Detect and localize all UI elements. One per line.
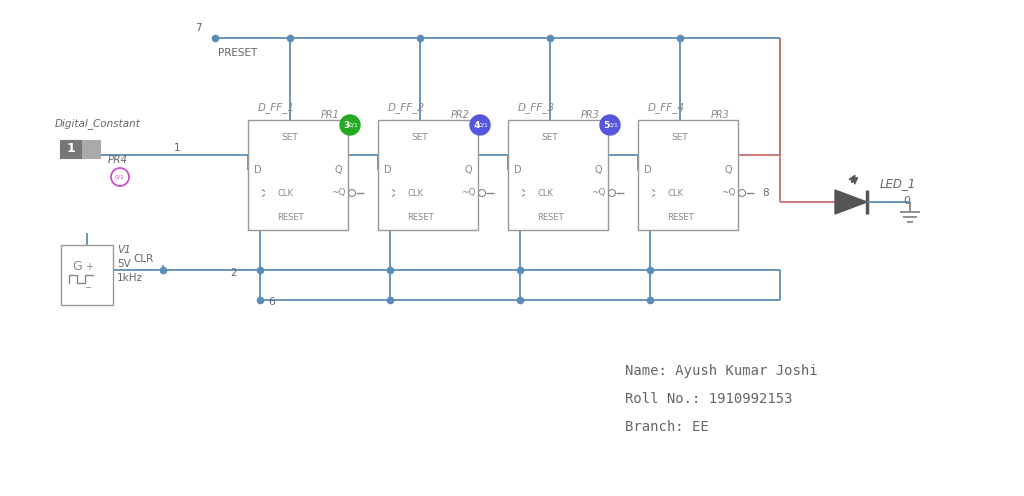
Text: D_FF_1: D_FF_1 <box>257 103 295 114</box>
Text: 5V: 5V <box>117 259 131 269</box>
Text: 6: 6 <box>268 297 274 307</box>
Text: Branch: EE: Branch: EE <box>625 420 709 434</box>
Text: 7: 7 <box>195 23 202 33</box>
Text: CLR: CLR <box>133 254 154 264</box>
Text: SET: SET <box>282 133 298 142</box>
Text: Q: Q <box>334 165 342 175</box>
Text: RESET: RESET <box>667 212 693 222</box>
Text: 1: 1 <box>174 143 180 153</box>
Text: 4: 4 <box>473 121 479 129</box>
Text: CLK: CLK <box>408 188 424 197</box>
Text: 0/1: 0/1 <box>479 123 488 127</box>
Text: D_FF_3: D_FF_3 <box>517 103 555 114</box>
Text: 2: 2 <box>230 268 237 278</box>
Bar <box>638 120 738 230</box>
Text: LED_1: LED_1 <box>880 177 916 190</box>
Text: ~Q: ~Q <box>591 188 605 197</box>
Text: SET: SET <box>412 133 428 142</box>
Text: D: D <box>254 165 262 175</box>
Text: SET: SET <box>542 133 558 142</box>
Text: 1: 1 <box>67 142 76 156</box>
Bar <box>60 140 82 158</box>
Text: RESET: RESET <box>407 212 433 222</box>
Text: Q: Q <box>594 165 602 175</box>
Circle shape <box>738 189 745 196</box>
Text: 0: 0 <box>903 196 910 206</box>
Text: V1: V1 <box>117 245 131 255</box>
Text: D_FF_4: D_FF_4 <box>647 103 685 114</box>
Text: 0/1: 0/1 <box>349 123 359 127</box>
Text: D_FF_2: D_FF_2 <box>387 103 425 114</box>
Polygon shape <box>835 190 867 214</box>
Text: PR3: PR3 <box>581 110 599 120</box>
Text: PR1: PR1 <box>321 110 339 120</box>
Text: G: G <box>72 260 82 273</box>
Text: PRESET: PRESET <box>218 48 257 58</box>
Text: CLK: CLK <box>278 188 294 197</box>
Text: Q: Q <box>464 165 472 175</box>
Text: _: _ <box>85 278 90 288</box>
Circle shape <box>478 189 485 196</box>
Text: 8: 8 <box>762 188 769 198</box>
Bar <box>61 245 113 305</box>
Text: PR3: PR3 <box>711 110 729 120</box>
Text: 0/1: 0/1 <box>115 175 125 180</box>
Text: Roll No.: 1910992153: Roll No.: 1910992153 <box>625 392 793 406</box>
Text: CLK: CLK <box>538 188 554 197</box>
Text: SET: SET <box>672 133 688 142</box>
Text: CLK: CLK <box>668 188 684 197</box>
Text: 0/1: 0/1 <box>609 123 618 127</box>
Text: 5: 5 <box>603 121 609 129</box>
Text: PR4: PR4 <box>108 155 128 165</box>
Bar <box>248 120 348 230</box>
Text: ~Q: ~Q <box>721 188 735 197</box>
Text: +: + <box>85 262 93 272</box>
Text: Digital_Constant: Digital_Constant <box>55 118 141 129</box>
Text: PR2: PR2 <box>451 110 469 120</box>
Bar <box>378 120 478 230</box>
Text: 1kHz: 1kHz <box>117 273 143 283</box>
Circle shape <box>340 115 360 135</box>
Circle shape <box>608 189 615 196</box>
Text: D: D <box>514 165 522 175</box>
Text: D: D <box>644 165 652 175</box>
Text: RESET: RESET <box>537 212 563 222</box>
Circle shape <box>111 168 129 186</box>
Bar <box>508 120 608 230</box>
Text: D: D <box>384 165 392 175</box>
Text: ~Q: ~Q <box>461 188 475 197</box>
Circle shape <box>600 115 620 135</box>
Circle shape <box>348 189 355 196</box>
Text: 3: 3 <box>343 121 349 129</box>
Text: ~Q: ~Q <box>331 188 345 197</box>
Text: Name: Ayush Kumar Joshi: Name: Ayush Kumar Joshi <box>625 364 817 378</box>
Text: RESET: RESET <box>276 212 303 222</box>
Bar <box>82 140 100 158</box>
Circle shape <box>470 115 490 135</box>
Text: Q: Q <box>724 165 732 175</box>
